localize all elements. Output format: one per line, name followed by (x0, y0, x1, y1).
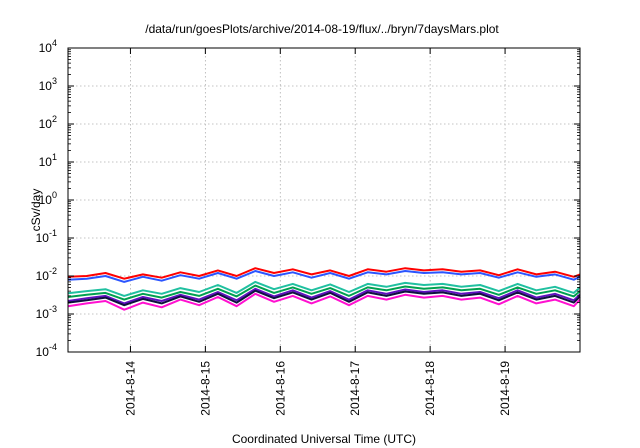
x-tick-label: 2014-8-17 (348, 361, 362, 416)
x-tick-labels: 2014-8-14 2014-8-15 2014-8-16 2014-8-17 2014… (123, 361, 512, 416)
axis-ticks (68, 47, 580, 353)
series-line-1 (67, 267, 581, 280)
y-tick-label: 10-4 (36, 342, 57, 359)
x-tick-label: 2014-8-15 (198, 361, 212, 416)
chart-title: /data/run/goesPlots/archive/2014-08-19/f… (145, 22, 499, 36)
y-axis-title: cSv/day (29, 189, 43, 232)
y-tick-label: 10-2 (36, 266, 57, 283)
y-tick-label: 104 (39, 38, 57, 55)
x-tick-label: 2014-8-16 (273, 361, 287, 416)
y-tick-label: 10-1 (36, 228, 57, 245)
grid (68, 48, 580, 352)
x-axis-title: Coordinated Universal Time (UTC) (232, 432, 416, 446)
y-tick-label: 103 (39, 76, 57, 93)
x-tick-label: 2014-8-14 (123, 361, 137, 416)
series-group (67, 267, 581, 311)
y-tick-labels: 10-4 10-3 10-2 10-1 100 101 102 103 104 (36, 38, 57, 359)
y-tick-label: 101 (39, 152, 57, 169)
series-line-5 (67, 287, 581, 305)
y-tick-label: 100 (39, 190, 57, 207)
x-tick-label: 2014-8-18 (423, 361, 437, 416)
y-tick-label: 10-3 (36, 304, 57, 321)
series-line-6 (67, 289, 581, 307)
series-line-3 (67, 280, 581, 297)
series-line-2 (67, 270, 581, 283)
series-line-4 (67, 284, 581, 301)
x-tick-label: 2014-8-19 (498, 361, 512, 416)
y-tick-label: 102 (39, 114, 57, 131)
series-line-7 (67, 292, 581, 311)
